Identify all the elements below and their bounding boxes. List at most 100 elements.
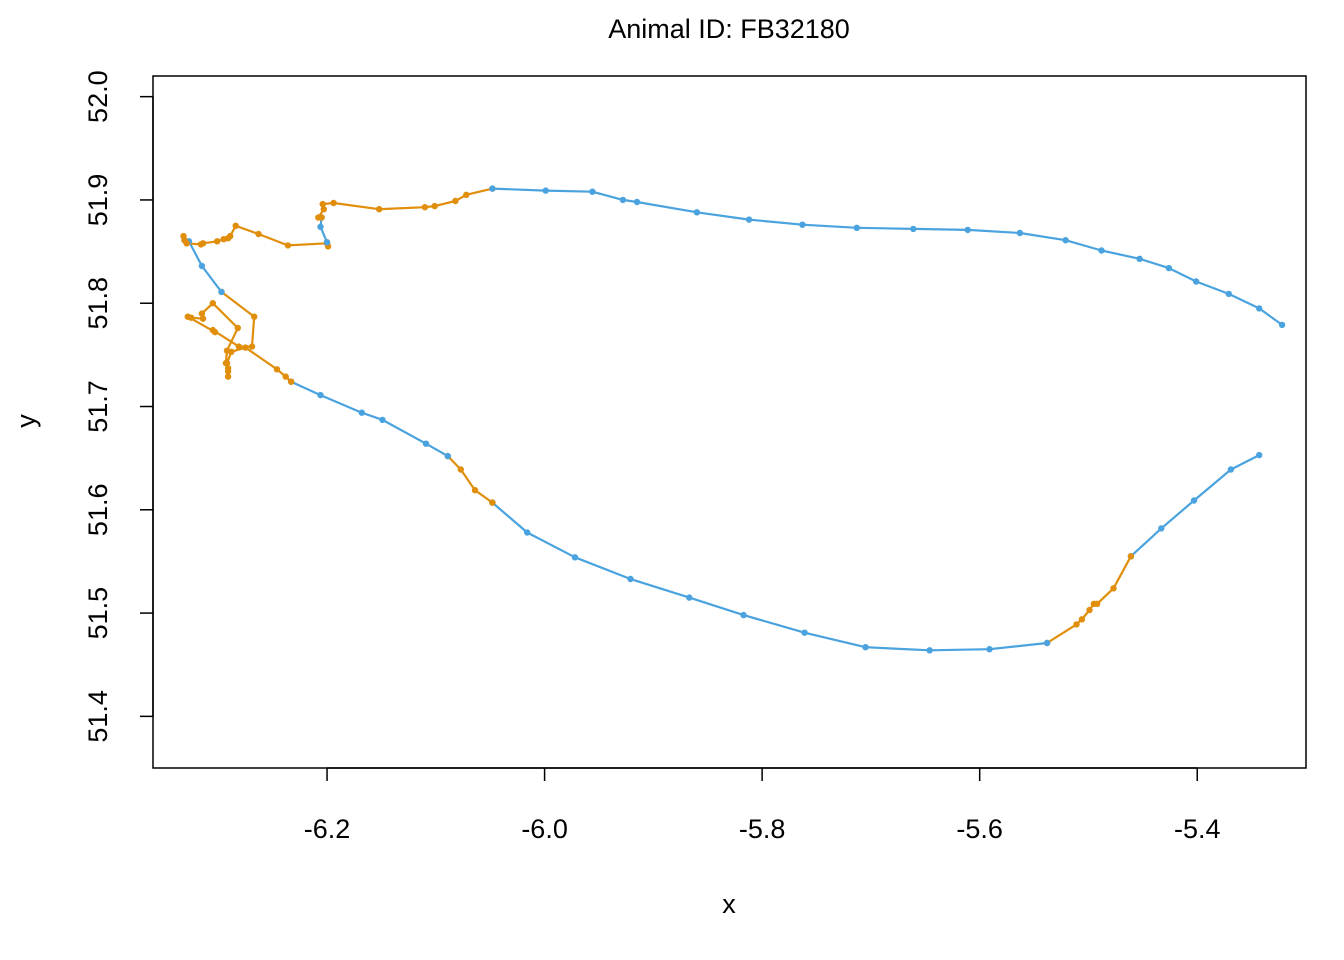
track-point [542,187,549,194]
track-point [1086,606,1093,614]
track-point [330,199,337,207]
track-point [183,240,190,247]
track-point [693,209,701,216]
track-point [1192,278,1200,285]
track-point [444,452,451,460]
track-point [379,416,386,424]
track-point [1016,229,1024,237]
track-point [964,226,971,234]
track-point [1158,525,1165,532]
track-point [799,221,806,228]
track-point [986,646,993,653]
track-point [235,343,243,350]
track-point [251,313,258,320]
track-point [926,647,933,654]
track-point [1256,305,1263,312]
x-tick-label: -5.6 [956,814,1003,844]
track-segment-blue [1130,454,1260,558]
x-axis: -6.2 -6.0 -5.8 -5.6 -5.4 [304,767,1220,844]
track-point [471,487,479,494]
y-tick-label: 52.0 [83,70,113,123]
y-tick-label: 51.8 [83,277,113,330]
track-point [1090,600,1098,607]
track-point [1078,616,1086,623]
track-point [1225,290,1233,298]
track-point [282,373,289,380]
track-point [273,366,281,373]
track-point [317,223,324,230]
y-tick-label: 51.5 [83,587,113,640]
chart-title: Animal ID: FB32180 [608,14,850,44]
x-axis-label: x [722,889,736,919]
track-point [1227,466,1235,473]
track-point [358,409,365,416]
track-point [1098,247,1105,254]
track-point [422,440,430,447]
track-point [1110,585,1117,592]
track-point [627,575,634,583]
track-point [1062,237,1069,244]
x-tick-label: -5.8 [739,814,786,844]
track-point [633,198,641,206]
track-point [421,204,429,211]
track-point [214,238,221,245]
track-point [224,365,232,372]
track-point [524,529,531,536]
track-point [223,347,231,354]
track-point [218,288,225,296]
track-point [1278,321,1286,329]
track-point [317,391,324,399]
track-point [242,344,249,351]
track-point [232,222,239,229]
track-point [862,644,869,651]
track-point [198,262,206,270]
track-segment-blue [492,187,1283,326]
track-point [227,232,234,240]
track-segment-blue [491,501,1048,652]
track-segment-blue [319,217,329,243]
y-axis: 51.4 51.5 51.6 51.7 51.8 51.9 52.0 [83,70,154,743]
track-point [315,214,322,221]
y-tick-label: 51.9 [83,174,113,227]
x-tick-label: -6.2 [304,814,351,844]
track-point [1165,264,1173,272]
track-segment-blue [290,380,449,458]
track-point [319,200,326,208]
track-point [209,300,216,307]
track-point [910,225,917,233]
y-tick-label: 51.6 [83,484,113,537]
track-point [1256,451,1263,459]
plot-frame [152,75,1307,769]
track-point [199,315,207,322]
track-point [431,202,438,210]
track-point [571,554,579,561]
track-point [284,242,292,249]
track-point [199,240,207,247]
track-point [198,310,206,317]
track-point [234,324,241,332]
track-point [452,197,459,205]
track-point [589,188,596,195]
y-axis-label: y [11,414,41,428]
track-points [180,185,1286,654]
track-point [248,343,256,350]
track-segment-orange [1046,555,1132,644]
track-point [740,611,747,619]
track-point [1190,497,1198,504]
track-segment-orange [447,455,494,504]
track-point [489,499,496,506]
y-tick-label: 51.7 [83,380,113,433]
track-point [619,196,627,204]
track-point [376,206,383,213]
track-point [457,466,464,473]
track-point [255,230,262,238]
track-point [184,313,191,320]
track-point [463,191,470,198]
track-point [209,326,216,334]
track-lines [182,187,1283,652]
track-point [489,185,496,192]
track-point [745,216,753,223]
track-point [287,378,295,385]
track-point [1127,553,1135,560]
